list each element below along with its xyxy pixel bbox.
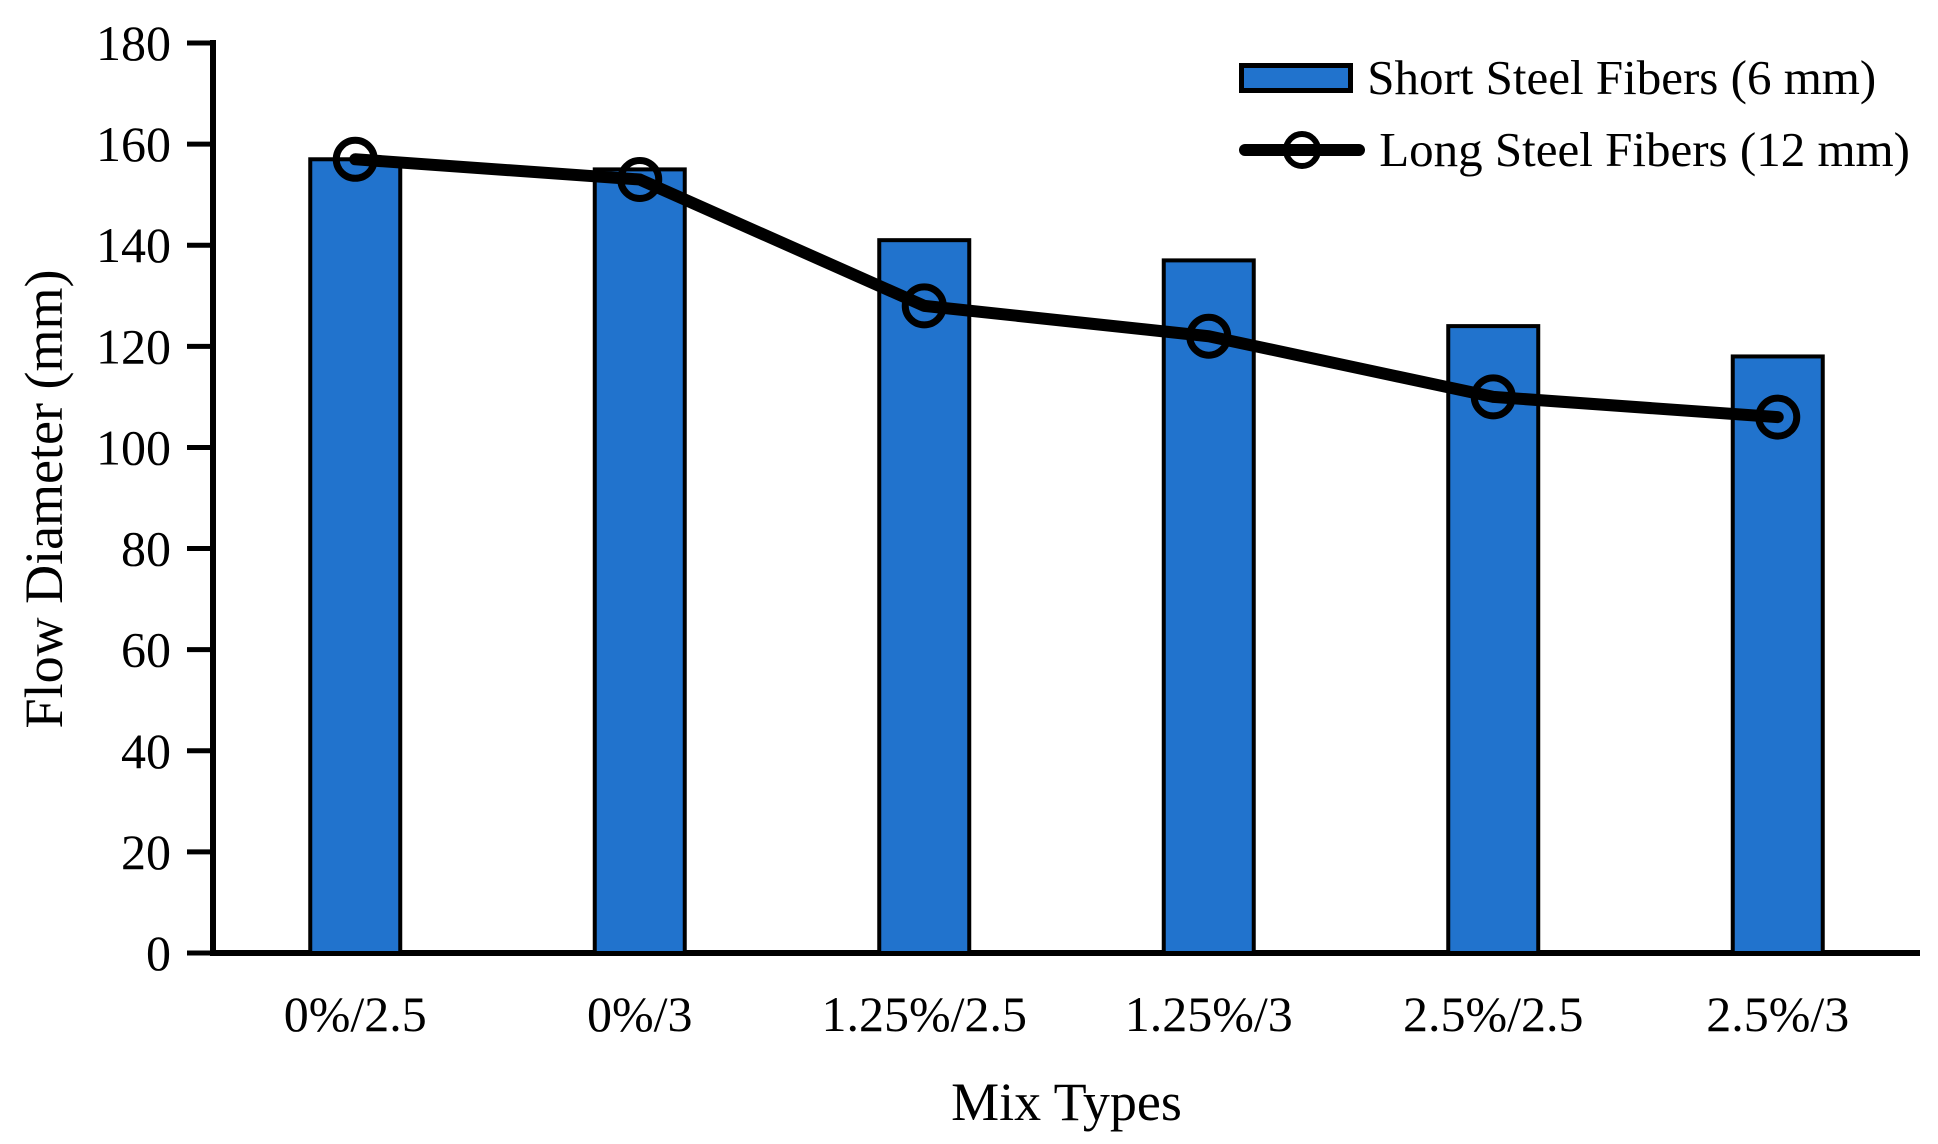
legend-item-short-fibers: Short Steel Fibers (6 mm) (1239, 50, 1910, 106)
bar (877, 238, 972, 955)
line-marker (617, 157, 663, 202)
line-marker (1470, 374, 1516, 420)
bar (308, 157, 403, 955)
y-axis-title: Flow Diameter (mm) (14, 269, 74, 729)
y-tick-label: 40 (121, 723, 171, 779)
y-tick-label: 20 (121, 824, 171, 880)
line-marker (332, 136, 378, 182)
legend: Short Steel Fibers (6 mm) Long Steel Fib… (1239, 50, 1910, 178)
line-marker (1186, 313, 1232, 359)
x-category-label: 0%/3 (587, 986, 693, 1042)
bar (592, 167, 687, 955)
y-tick-label: 140 (96, 217, 171, 273)
y-tick-label: 0 (146, 925, 171, 981)
y-tick-label: 60 (121, 622, 171, 678)
y-tick-label: 80 (121, 521, 171, 577)
legend-item-long-fibers: Long Steel Fibers (12 mm) (1239, 122, 1910, 178)
x-axis-title: Mix Types (951, 1072, 1182, 1132)
legend-label-long-fibers: Long Steel Fibers (12 mm) (1379, 122, 1910, 177)
x-category-label: 0%/2.5 (284, 986, 427, 1042)
bar (1161, 258, 1256, 955)
x-category-label: 1.25%/3 (1125, 986, 1293, 1042)
bar-swatch-icon (1239, 63, 1354, 93)
circle-marker-icon (1283, 131, 1322, 169)
y-tick-label: 120 (96, 318, 171, 374)
line-marker-icon (1239, 128, 1366, 172)
line-marker (1755, 394, 1801, 440)
bar (1730, 354, 1825, 955)
x-category-label: 1.25%/2.5 (821, 986, 1027, 1042)
x-category-label: 2.5%/2.5 (1403, 986, 1584, 1042)
y-tick-label: 160 (96, 116, 171, 172)
y-tick-label: 100 (96, 419, 171, 475)
line-series (349, 153, 1784, 424)
y-tick-label: 180 (96, 15, 171, 71)
x-category-label: 2.5%/3 (1706, 986, 1849, 1042)
line-marker (901, 283, 947, 329)
bar (1446, 324, 1541, 956)
legend-label-short-fibers: Short Steel Fibers (6 mm) (1367, 50, 1877, 105)
